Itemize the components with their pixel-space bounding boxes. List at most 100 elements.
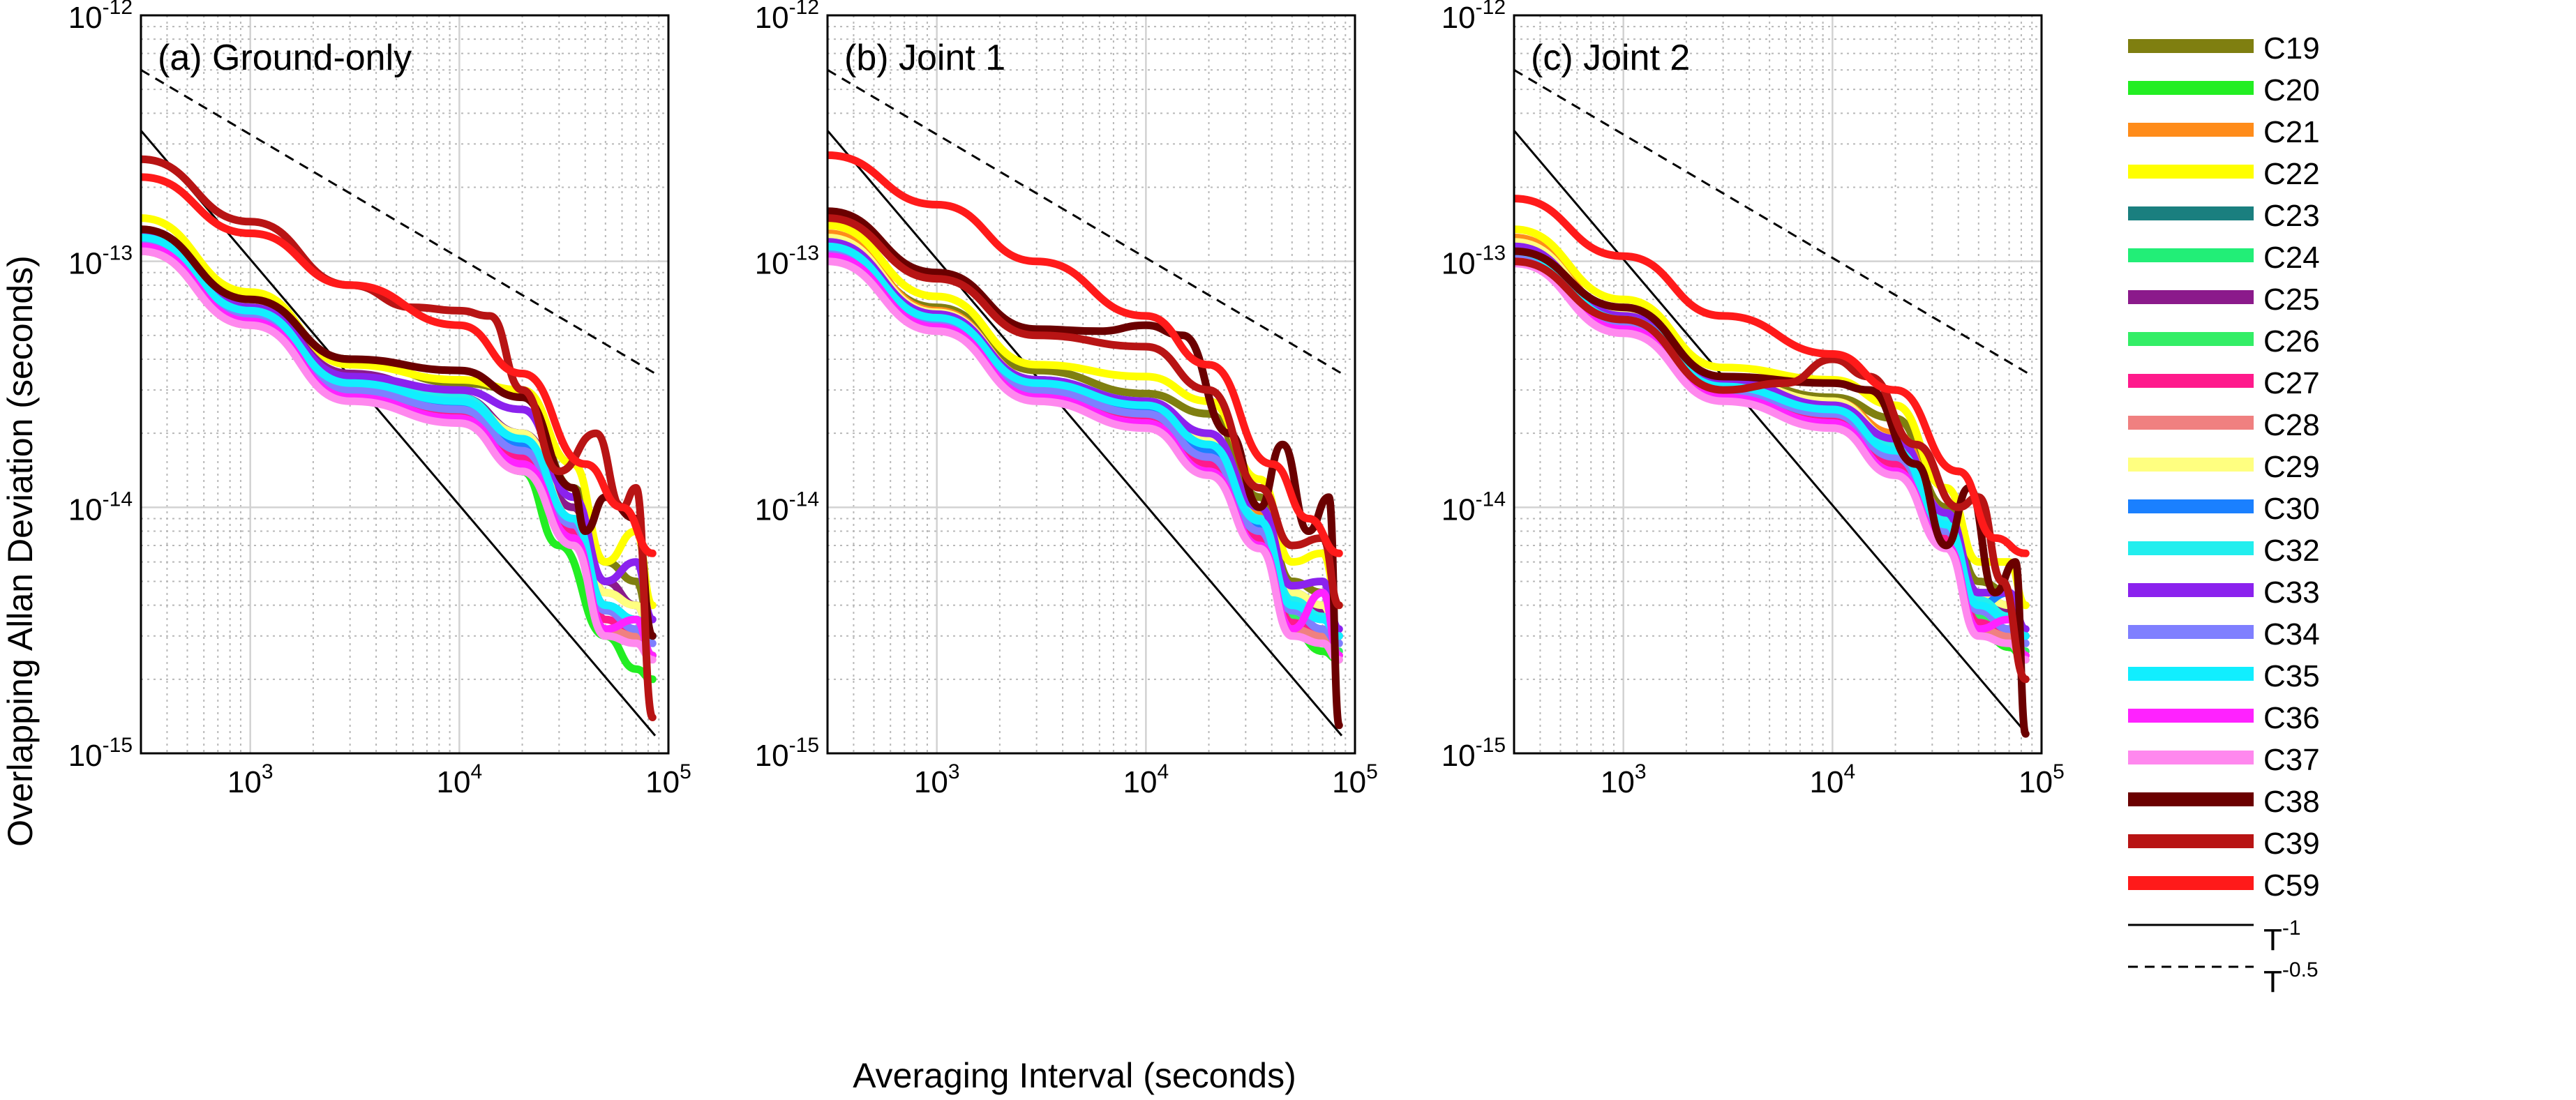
x-tick-exponent: 4: [1157, 760, 1169, 783]
y-tick-base: 10: [68, 739, 103, 773]
y-tick-base: 10: [755, 247, 789, 281]
x-tick-exponent: 4: [1843, 760, 1855, 783]
y-tick-label: 10-13: [755, 242, 819, 281]
x-tick-exponent: 5: [2053, 760, 2065, 783]
x-tick-base: 10: [227, 765, 262, 799]
legend-item: C22: [2128, 157, 2320, 191]
x-tick-label: 104: [1123, 760, 1169, 799]
legend-label-text: C23: [2263, 199, 2320, 233]
legend-label: C30: [2263, 492, 2320, 526]
y-tick-label: 10-13: [68, 242, 133, 281]
series-c59: [828, 151, 1343, 557]
legend-label-text: C33: [2263, 575, 2320, 610]
series-c38: [828, 207, 1343, 730]
legend-label: C21: [2263, 115, 2320, 149]
y-tick-base: 10: [1441, 247, 1476, 281]
legend-item: C38: [2128, 785, 2320, 819]
x-tick-exponent: 5: [680, 760, 691, 783]
x-tick-label: 103: [1601, 760, 1647, 799]
series-c59: [141, 173, 657, 557]
legend-label: C27: [2263, 366, 2320, 400]
legend-label-text: C36: [2263, 701, 2320, 735]
y-tick-exponent: -15: [1476, 734, 1506, 757]
y-tick-label: 10-14: [1441, 488, 1506, 527]
legend-item: C25: [2128, 282, 2320, 317]
legend-label-text: C30: [2263, 492, 2320, 526]
y-tick-exponent: -15: [789, 734, 819, 757]
y-tick-label: 10-14: [755, 488, 819, 527]
legend-label-text: C25: [2263, 282, 2320, 317]
x-tick-exponent: 3: [948, 760, 960, 783]
legend-item: C36: [2128, 701, 2320, 735]
series-c34: [141, 238, 657, 647]
legend-item: C21: [2128, 115, 2320, 149]
legend-label: C36: [2263, 701, 2320, 735]
legend-label: C38: [2263, 785, 2320, 819]
x-tick-base: 10: [1810, 765, 1844, 799]
y-tick-base: 10: [1441, 492, 1476, 527]
legend-label: C39: [2263, 827, 2320, 861]
y-tick-label: 10-14: [68, 488, 133, 527]
legend: C19 C20 C21 C22 C23 C24 C25 C26 C27 C28 C29 C30 C32 C…: [2128, 31, 2320, 999]
series-c39: [828, 214, 1343, 610]
legend-item: C28: [2128, 408, 2320, 442]
legend-label: C33: [2263, 575, 2320, 610]
x-tick-exponent: 3: [1635, 760, 1647, 783]
y-tick-exponent: -12: [103, 0, 133, 19]
plot-frame: [826, 14, 1356, 755]
y-tick-base: 10: [1441, 1, 1476, 35]
legend-label-exponent: -0.5: [2282, 958, 2319, 981]
legend-item: C30: [2128, 492, 2320, 526]
legend-item: C37: [2128, 743, 2320, 777]
panel-title: (b) Joint 1: [844, 38, 1005, 78]
legend-item: C33: [2128, 575, 2320, 610]
x-tick-label: 104: [1810, 760, 1856, 799]
reference-lines: [1514, 68, 2030, 737]
legend-label: C25: [2263, 282, 2320, 317]
y-tick-exponent: -13: [789, 242, 819, 265]
x-tick-base: 10: [1123, 765, 1158, 799]
x-tick-base: 10: [437, 765, 471, 799]
legend-label-base: T: [2263, 923, 2282, 957]
legend-item: C19: [2128, 31, 2320, 66]
y-tick-base: 10: [1441, 739, 1476, 773]
x-tick-label: 104: [437, 760, 483, 799]
reference-line-t-minus-1: [828, 130, 1343, 737]
legend-item: C23: [2128, 199, 2320, 233]
series-c37: [828, 257, 1343, 664]
legend-item: T-0.5: [2128, 958, 2319, 999]
y-tick-exponent: -13: [103, 242, 133, 265]
legend-label: T-1: [2263, 917, 2301, 957]
y-tick-base: 10: [755, 492, 789, 527]
reference-line-t-minus-1: [1514, 130, 2030, 737]
legend-label-text: C38: [2263, 785, 2320, 819]
legend-label: C23: [2263, 199, 2320, 233]
y-tick-label: 10-12: [1441, 0, 1506, 35]
series-group: [1514, 195, 2030, 738]
x-tick-exponent: 3: [262, 760, 274, 783]
legend-label-text: C37: [2263, 743, 2320, 777]
x-tick-base: 10: [1601, 765, 1635, 799]
y-tick-exponent: -14: [789, 488, 819, 511]
legend-label-text: C26: [2263, 324, 2320, 359]
legend-label: C32: [2263, 534, 2320, 568]
legend-label: C22: [2263, 157, 2320, 191]
y-tick-base: 10: [755, 1, 789, 35]
legend-label-exponent: -1: [2282, 917, 2301, 940]
y-tick-base: 10: [68, 247, 103, 281]
legend-label: C19: [2263, 31, 2320, 66]
series-group: [828, 151, 1343, 730]
grid: [140, 15, 670, 755]
x-tick-base: 10: [645, 765, 680, 799]
legend-label-text: C19: [2263, 31, 2320, 66]
x-tick-exponent: 5: [1366, 760, 1378, 783]
x-tick-label: 105: [2019, 760, 2065, 799]
y-tick-label: 10-12: [68, 0, 133, 35]
legend-label-text: C24: [2263, 241, 2320, 275]
y-tick-exponent: -14: [1476, 488, 1506, 511]
series-group: [141, 155, 657, 721]
legend-label-text: C32: [2263, 534, 2320, 568]
